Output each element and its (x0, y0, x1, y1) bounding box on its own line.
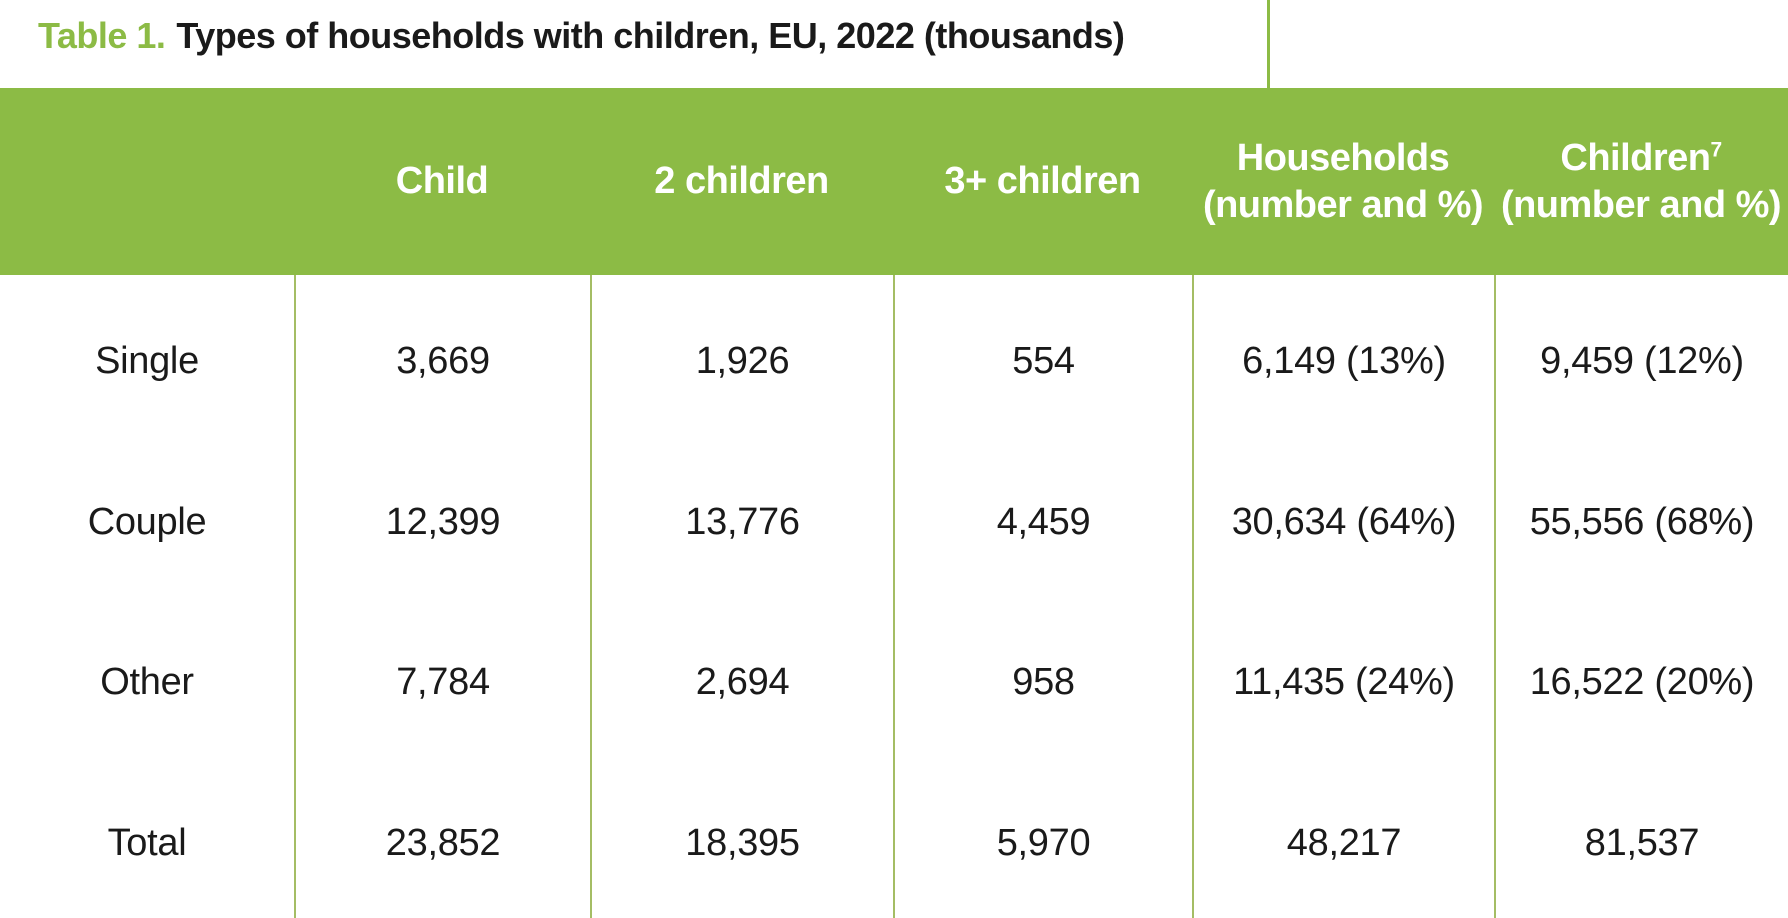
header-cell-children-total: Children7 (number and %) (1494, 88, 1788, 275)
row-label: Couple (87, 500, 207, 543)
table-cell: 4,459 (893, 435, 1192, 597)
table-cell: 9,459 (12%) (1494, 275, 1788, 436)
header-cell-households: Households (number and %) (1192, 88, 1494, 275)
header-cell-2-children: 2 children (654, 160, 829, 203)
table-cell: 23,852 (294, 757, 590, 918)
header-label: Households (1236, 137, 1450, 180)
title-bar: Table 1. Types of households with childre… (0, 0, 1788, 88)
header-cell-empty (0, 88, 294, 275)
table-cell: 1,926 (590, 275, 893, 436)
table-title: Table 1. Types of households with childre… (0, 0, 1788, 57)
table-header-row: Child 2 children 3+ children Households … (0, 88, 1788, 275)
table-cell: 11,435 (24%) (1192, 596, 1494, 758)
header-cell-child: Child (395, 160, 489, 203)
table-cell: 16,522 (20%) (1494, 596, 1788, 758)
table-title-prefix: Table 1. (38, 15, 166, 56)
table-cell: 55,556 (68%) (1494, 435, 1788, 597)
table-cell: 3,669 (294, 275, 590, 436)
table-cell: 12,399 (294, 435, 590, 597)
header-subline: (number and %) (1500, 183, 1782, 226)
vertical-divider-line (1267, 0, 1270, 88)
row-label: Single (95, 339, 199, 382)
table-row-total: Total 23,852 18,395 5,970 48,217 81,537 (0, 757, 1788, 918)
table-cell: 30,634 (64%) (1192, 435, 1494, 597)
table-cell: 13,776 (590, 435, 893, 597)
table-cell: 958 (893, 596, 1192, 758)
table-title-text: Types of households with children, EU, 2… (176, 15, 1125, 56)
header-label: Children7 (1560, 135, 1723, 181)
footnote-marker: 7 (1710, 138, 1723, 162)
table-row-couple: Couple 12,399 13,776 4,459 30,634 (64%) … (0, 435, 1788, 597)
table-cell: 7,784 (294, 596, 590, 758)
table-cell: 2,694 (590, 596, 893, 758)
table-cell: 5,970 (893, 757, 1192, 918)
header-label-text: Children (1560, 137, 1711, 180)
header-subline: (number and %) (1202, 183, 1484, 226)
table-cell: 81,537 (1494, 757, 1788, 918)
header-cell-3plus-children: 3+ children (944, 160, 1141, 203)
row-label: Total (107, 822, 187, 865)
table-row-single: Single 3,669 1,926 554 6,149 (13%) 9,459… (0, 275, 1788, 436)
table-row-other: Other 7,784 2,694 958 11,435 (24%) 16,52… (0, 596, 1788, 758)
table-cell: 6,149 (13%) (1192, 275, 1494, 436)
table-cell: 554 (893, 275, 1192, 436)
row-label: Other (100, 661, 194, 704)
table-cell: 48,217 (1192, 757, 1494, 918)
table-cell: 18,395 (590, 757, 893, 918)
table-body: Single 3,669 1,926 554 6,149 (13%) 9,459… (0, 275, 1788, 918)
